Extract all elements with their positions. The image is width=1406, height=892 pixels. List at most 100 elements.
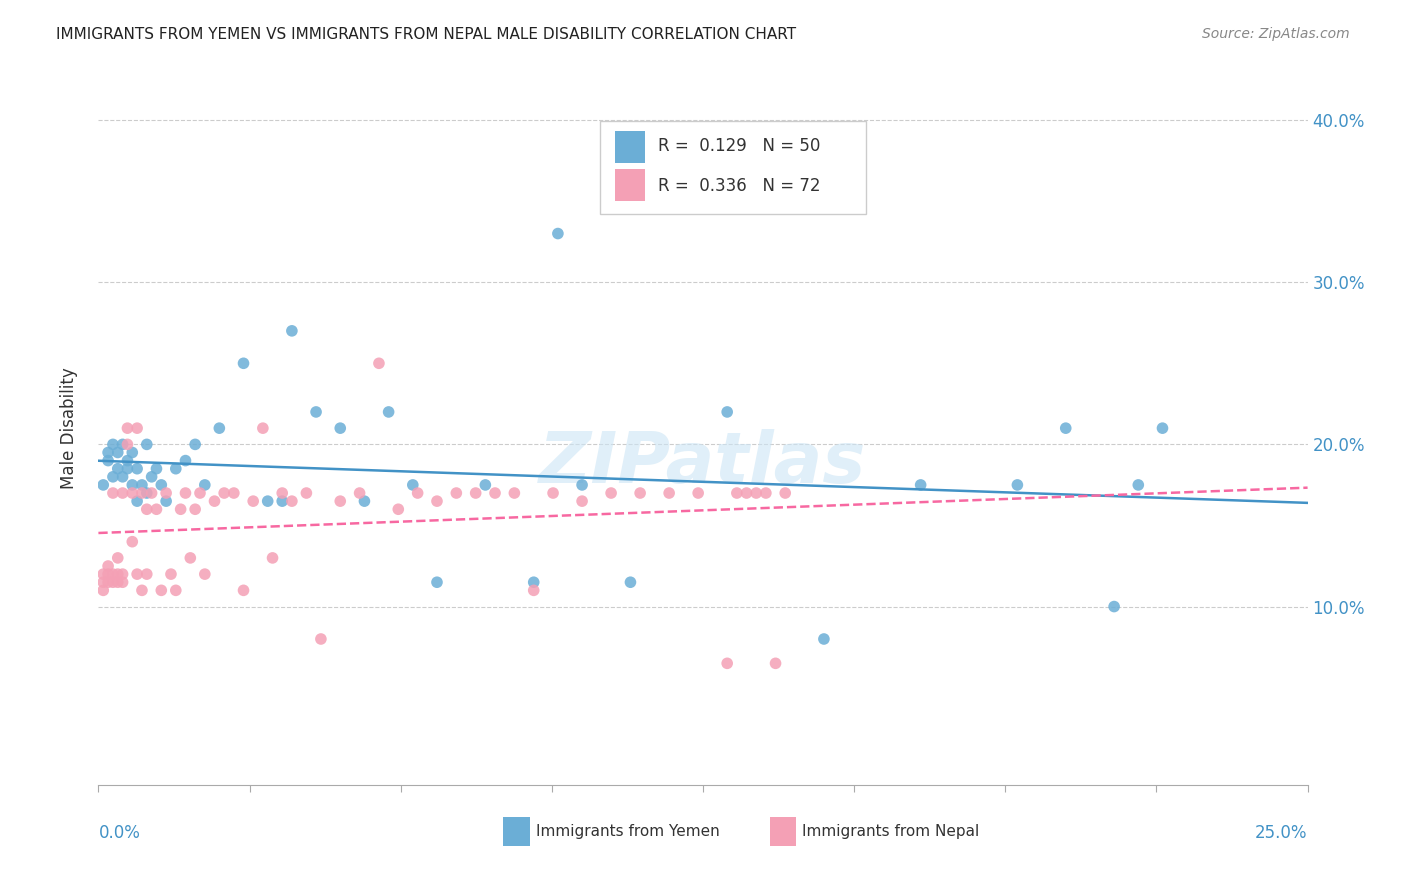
Point	[745, 486, 768, 500]
Point	[107, 575, 129, 590]
Point	[111, 470, 134, 484]
Point	[97, 453, 120, 467]
Point	[387, 502, 409, 516]
Point	[725, 486, 748, 500]
Point	[179, 550, 201, 565]
Point	[107, 550, 129, 565]
Text: Immigrants from Yemen: Immigrants from Yemen	[536, 824, 720, 838]
Text: 0.0%: 0.0%	[98, 824, 141, 842]
Point	[242, 494, 264, 508]
Point	[165, 461, 187, 475]
Point	[523, 583, 546, 598]
Point	[194, 478, 217, 492]
Point	[1128, 478, 1150, 492]
Point	[309, 632, 332, 646]
Point	[91, 583, 114, 598]
Point	[541, 486, 564, 500]
Point	[305, 405, 328, 419]
Point	[523, 575, 546, 590]
Point	[117, 437, 139, 451]
Point	[329, 494, 352, 508]
Bar	[503, 817, 530, 846]
Point	[169, 502, 191, 516]
Point	[484, 486, 506, 500]
Point	[446, 486, 468, 500]
Point	[155, 486, 177, 500]
Point	[127, 567, 149, 582]
Point	[101, 470, 124, 484]
Point	[353, 494, 375, 508]
Point	[174, 453, 197, 467]
Point	[141, 486, 163, 500]
Point	[222, 486, 245, 500]
Point	[688, 486, 710, 500]
Point	[402, 478, 425, 492]
Point	[755, 486, 778, 500]
Text: Source: ZipAtlas.com: Source: ZipAtlas.com	[1202, 27, 1350, 41]
Point	[107, 461, 129, 475]
Point	[1007, 478, 1029, 492]
Point	[141, 470, 163, 484]
Point	[262, 550, 284, 565]
Point	[107, 445, 129, 459]
Point	[232, 583, 254, 598]
Point	[91, 567, 114, 582]
Point	[111, 437, 134, 451]
Text: Immigrants from Nepal: Immigrants from Nepal	[803, 824, 980, 838]
Text: 25.0%: 25.0%	[1256, 824, 1308, 842]
Point	[160, 567, 183, 582]
Point	[127, 461, 149, 475]
Text: R =  0.129   N = 50: R = 0.129 N = 50	[658, 137, 821, 155]
Point	[121, 534, 143, 549]
Point	[571, 494, 593, 508]
Point	[121, 486, 143, 500]
Point	[735, 486, 758, 500]
Point	[111, 486, 134, 500]
Bar	[614, 130, 645, 162]
Point	[194, 567, 217, 582]
Point	[107, 567, 129, 582]
Point	[165, 583, 187, 598]
Point	[97, 567, 120, 582]
Point	[145, 502, 167, 516]
Point	[281, 324, 304, 338]
Point	[600, 486, 623, 500]
Point	[155, 494, 177, 508]
Point	[765, 657, 787, 671]
Point	[101, 437, 124, 451]
Point	[204, 494, 226, 508]
Point	[97, 575, 120, 590]
Point	[813, 632, 835, 646]
Point	[716, 657, 738, 671]
Point	[773, 486, 796, 500]
Point	[658, 486, 681, 500]
Y-axis label: Male Disability: Male Disability	[59, 368, 77, 489]
Point	[121, 445, 143, 459]
Point	[131, 486, 153, 500]
Point	[121, 478, 143, 492]
Bar	[600, 121, 866, 214]
Point	[117, 421, 139, 435]
Point	[1102, 599, 1125, 614]
Bar	[614, 169, 645, 202]
Point	[135, 502, 157, 516]
Point	[256, 494, 278, 508]
Point	[281, 494, 304, 508]
Point	[101, 575, 124, 590]
Point	[252, 421, 274, 435]
Point	[174, 486, 197, 500]
Point	[349, 486, 371, 500]
Point	[135, 437, 157, 451]
Point	[212, 486, 235, 500]
Point	[474, 478, 496, 492]
Point	[127, 494, 149, 508]
Point	[271, 486, 294, 500]
Point	[464, 486, 486, 500]
Point	[547, 227, 569, 241]
Point	[117, 453, 139, 467]
Point	[426, 575, 449, 590]
Point	[184, 437, 207, 451]
Point	[101, 486, 124, 500]
Point	[329, 421, 352, 435]
Point	[101, 567, 124, 582]
